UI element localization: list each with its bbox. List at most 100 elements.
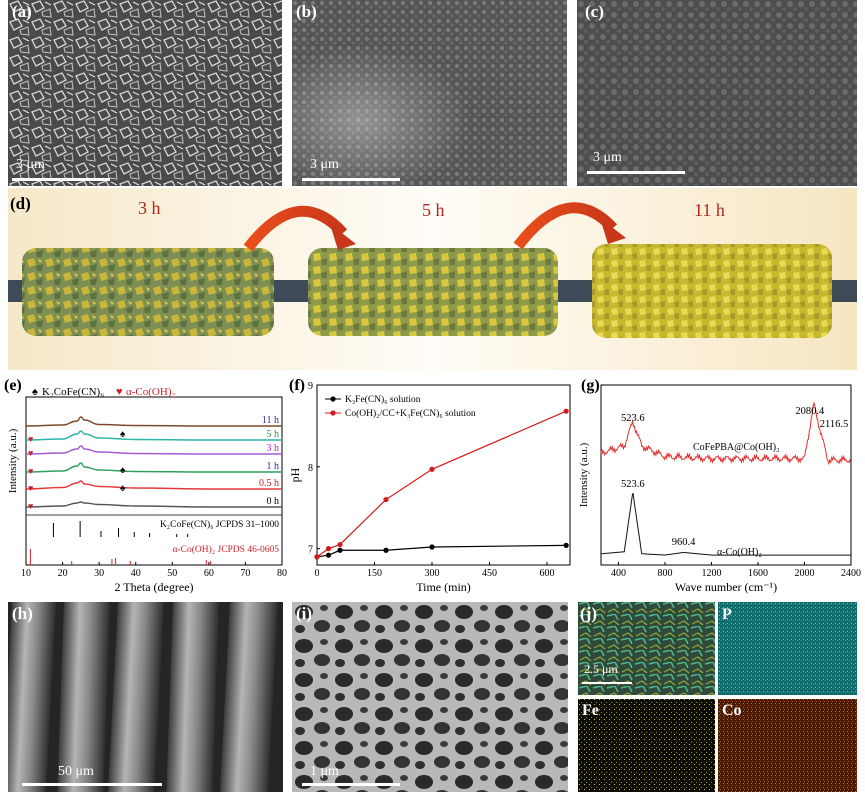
raman-chart: 400 800 1200 1600 2000 2400 523.6 2080.4 2116.5 C… — [578, 384, 861, 594]
xrd-trace-label-3: 1 h — [267, 461, 280, 472]
xrd-trace-4 — [25, 480, 282, 490]
x-tick-label: 450 — [482, 568, 497, 579]
y-axis-label: Intensity (a.u.) — [7, 428, 19, 493]
eds-maps — [578, 602, 857, 792]
ref-label-k: K₂CoFe(CN)₆ JCPDS 31–1000 — [160, 519, 279, 530]
xrd-chart: ♠ K₂CoFe(CN)₆ ♥ α-Co(OH)₂11 h5 h♥3 h♥1 h♥0.… — [7, 386, 287, 594]
legend-text-1: K₃Fe(CN)₆ solution — [345, 394, 421, 405]
panel-d: (d) 3 h 5 h 11 h — [8, 188, 857, 370]
scale-bar-b — [302, 178, 400, 181]
plot-frame — [600, 384, 852, 566]
ph-series-point-0 — [429, 544, 435, 550]
heart-marker-icon: ♥ — [28, 483, 33, 493]
eds-label-co: Co — [722, 702, 742, 719]
panel-label-h: (h) — [12, 604, 33, 623]
spade-marker-icon: ♠ — [120, 465, 126, 476]
ph-series-point-1 — [325, 546, 332, 552]
spade-marker-icon: ♠ — [120, 483, 126, 494]
ph-series-point-1 — [429, 466, 435, 472]
xrd-trace-5 — [25, 501, 282, 508]
xrd-trace-label-5: 0 h — [267, 496, 280, 507]
scale-bar-j — [582, 682, 632, 684]
legend-k-text: K₂CoFe(CN)₆ — [42, 386, 104, 398]
arrow-icon — [243, 205, 348, 252]
panel-label-g: (g) — [581, 377, 600, 394]
xrd-trace-1 — [25, 430, 282, 441]
scale-text-c: 3 μm — [593, 150, 622, 165]
ph-series-line-1 — [316, 410, 567, 558]
series-label-bottom: α-Co(OH)₂ — [717, 547, 762, 558]
peak-label: 2116.5 — [820, 419, 849, 430]
x-tick-label: 800 — [657, 568, 672, 579]
sem-image-h — [8, 602, 283, 792]
heart-marker-icon: ♥ — [28, 448, 33, 458]
legend-marker-1 — [330, 396, 336, 402]
x-tick-label: 70 — [240, 568, 250, 579]
eds-label-fe: Fe — [582, 702, 599, 719]
x-tick-label: 600 — [540, 568, 555, 579]
x-tick-label: 80 — [277, 568, 287, 579]
x-tick-label: 60 — [204, 568, 214, 579]
x-tick-label: 1600 — [748, 568, 768, 579]
y-tick-label: 7 — [308, 545, 313, 556]
panel-b: (b) 3 μm — [292, 0, 567, 186]
plot-frame — [25, 396, 283, 566]
growth-schematic — [8, 188, 857, 370]
panel-h: (h) 50 μm — [8, 602, 283, 792]
xrd-trace-0 — [25, 416, 282, 427]
xrd-trace-label-1: 5 h — [267, 429, 280, 440]
heart-marker-icon: ♥ — [28, 501, 33, 511]
scale-bar-c — [587, 171, 685, 174]
x-axis-label: Time (min) — [416, 580, 471, 594]
xrd-trace-2 — [25, 445, 282, 455]
time-label-3h: 3 h — [138, 198, 161, 218]
raman-series-top — [600, 401, 851, 466]
ph-series-point-0 — [563, 542, 569, 548]
y-tick-label: 8 — [308, 463, 313, 474]
time-label-5h: 5 h — [422, 200, 445, 220]
eds-map-fe — [578, 699, 715, 792]
x-tick-label: 2000 — [794, 568, 814, 579]
legend-co-symbol: ♥ — [116, 386, 123, 398]
ph-series-point-1 — [337, 541, 343, 548]
ph-series-point-0 — [383, 547, 389, 553]
arrow-icon — [513, 202, 618, 250]
eds-overlay-map — [578, 602, 715, 695]
x-tick-label: 2400 — [841, 568, 861, 579]
x-tick-label: 50 — [167, 568, 177, 579]
ph-series-point-1 — [314, 554, 320, 560]
panel-label-b: (b) — [296, 2, 317, 21]
ph-series-point-0 — [337, 547, 343, 553]
x-tick-label: 300 — [425, 568, 440, 579]
panel-label-d: (d) — [10, 194, 31, 213]
eds-map-co — [718, 699, 857, 792]
plot-frame — [316, 384, 571, 566]
ph-series-line-0 — [316, 544, 567, 558]
ph-series-point-1 — [563, 408, 569, 414]
peak-label: 523.6 — [621, 479, 645, 490]
scale-text-b: 3 μm — [310, 157, 339, 172]
cylinder-11h — [592, 244, 832, 338]
time-label-11h: 11 h — [694, 200, 725, 220]
eds-map-p — [718, 602, 857, 695]
sem-image-c — [577, 0, 857, 186]
y-axis-label: pH — [288, 467, 302, 482]
panel-label-f: (f) — [289, 377, 305, 394]
panel-g: 400 800 1200 1600 2000 2400 523.6 2080.4 2116.5 C… — [575, 375, 863, 597]
x-tick-label: 400 — [611, 568, 626, 579]
x-axis-label: Wave number (cm⁻¹) — [675, 580, 777, 594]
panel-i: (i) 1 μm — [292, 602, 568, 792]
xrd-trace-label-2: 3 h — [267, 443, 280, 454]
sem-image-i — [292, 602, 568, 792]
x-tick-label: 150 — [367, 568, 382, 579]
legend-text-2: Co(OH)₂/CC+K₃Fe(CN)₆ solution — [345, 408, 476, 419]
x-axis-label: 2 Theta (degree) — [114, 580, 193, 594]
x-tick-label: 10 — [21, 568, 31, 579]
ref-label-co: α-Co(OH)₂ JCPDS 46-0605 — [173, 544, 280, 555]
arrow-head-icon — [600, 218, 626, 244]
panel-j: (j) 2.5 μm P Fe Co — [578, 602, 857, 792]
panel-a: (a) 3 μm — [8, 0, 282, 186]
x-tick-label: 40 — [131, 568, 141, 579]
x-tick-label: 30 — [94, 568, 104, 579]
panel-label-j: (j) — [580, 604, 597, 623]
